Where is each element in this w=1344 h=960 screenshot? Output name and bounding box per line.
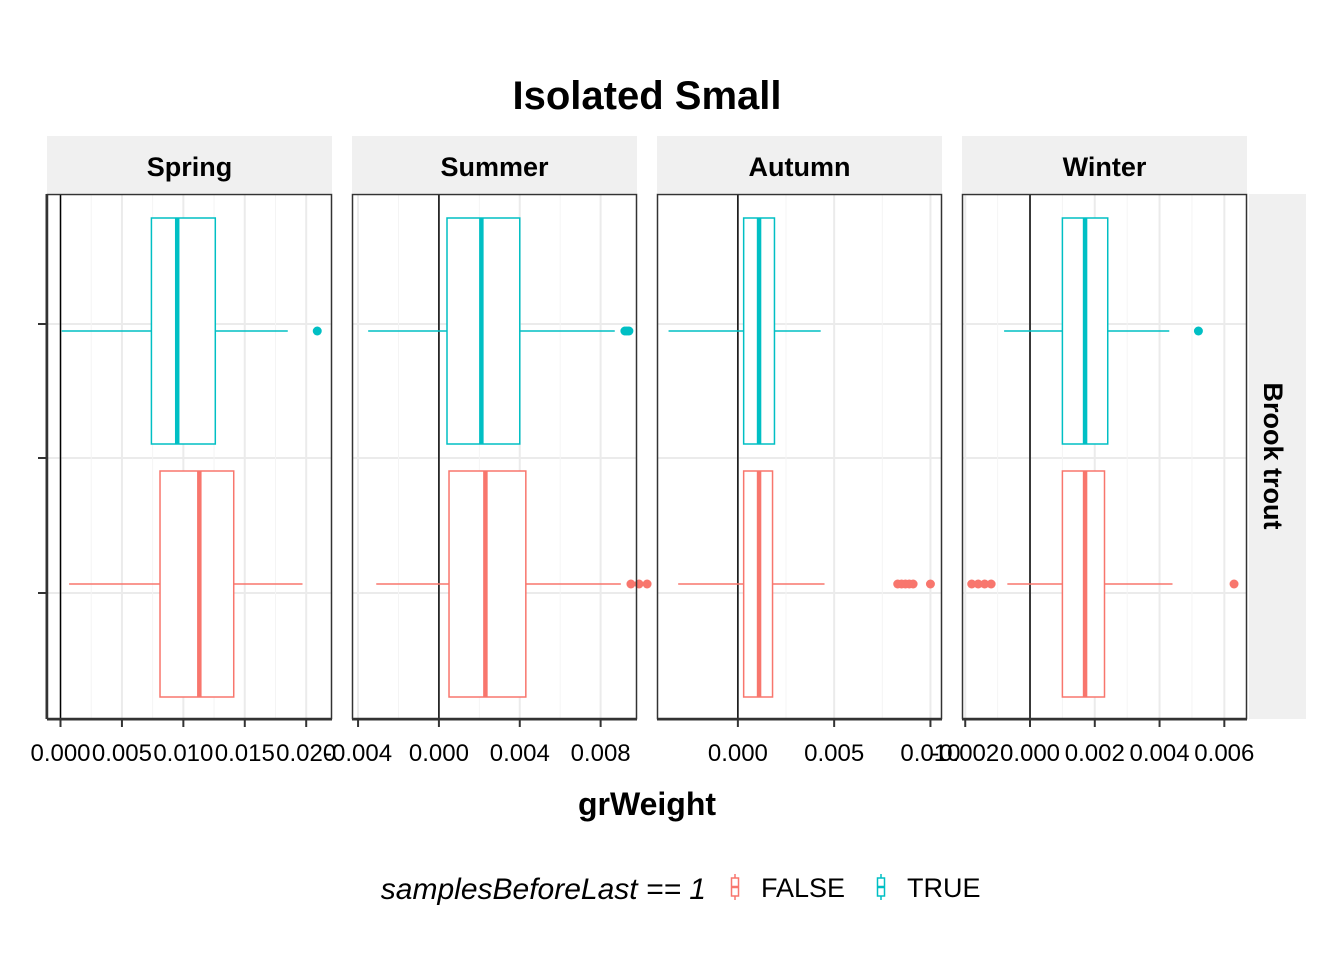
legend-label-true: TRUE (907, 873, 981, 903)
x-tick-label: 0.006 (1194, 740, 1254, 767)
row-strip-label: Brook trout (1258, 383, 1288, 530)
x-tick-label: 0.002 (1065, 740, 1125, 767)
box-body (150, 217, 217, 445)
x-tick-label: 0.000 (1000, 740, 1060, 767)
strip-label-spring: Spring (147, 152, 233, 182)
x-tick-label: 0.010 (153, 740, 213, 767)
panel-spring: Spring 0.000 0.005 0.010 0.015 0.020 (30, 136, 336, 767)
legend-label-false: FALSE (761, 873, 845, 903)
box-winter-false (967, 470, 1239, 698)
x-tick-label: 0.020 (276, 740, 336, 767)
legend-entry-false: FALSE (730, 873, 845, 903)
box-winter-true (1004, 217, 1203, 445)
legend-title: samplesBeforeLast == 1 (381, 873, 706, 906)
outlier-point (626, 579, 636, 589)
legend: samplesBeforeLast == 1 FALSE TRUE (381, 873, 981, 906)
x-tick-label: -0.004 (324, 740, 392, 767)
box-autumn-false (678, 470, 935, 698)
strip-label-autumn: Autumn (749, 152, 851, 182)
panel-autumn: Autumn 0.000 0.005 0.010 (656, 136, 960, 767)
box-autumn-true (668, 217, 821, 445)
panel-winter: Winter -0.002 0.000 0.002 0.004 0.006 (931, 136, 1254, 767)
strip-summer-background (352, 136, 637, 193)
strip-autumn-background (657, 136, 942, 193)
box-spring-true (61, 217, 322, 445)
x-axis-title: grWeight (578, 786, 716, 822)
outlier-point (624, 326, 634, 336)
strip-winter-background (962, 136, 1247, 193)
x-tick-label: 0.004 (490, 740, 550, 767)
panel-summer: Summer -0.004 0.000 0.004 0.008 (324, 136, 652, 767)
x-tick-label: 0.004 (1130, 740, 1190, 767)
row-strip-background (1249, 194, 1306, 719)
box-summer-false (376, 470, 652, 698)
box-summer-true (368, 217, 634, 445)
x-tick-label: 0.010 (900, 740, 960, 767)
outlier-point (986, 579, 996, 589)
strip-spring-background (47, 136, 332, 193)
outlier-point (925, 579, 935, 589)
outlier-point (1229, 579, 1239, 589)
x-tick-label: 0.000 (708, 740, 768, 767)
strip-label-summer: Summer (440, 152, 549, 182)
legend-entry-true: TRUE (876, 873, 981, 903)
x-tick-label: 0.015 (215, 740, 275, 767)
x-tick-label: 0.005 (804, 740, 864, 767)
legend-key-true-icon (876, 874, 886, 900)
outlier-point (967, 579, 977, 589)
box-body (159, 470, 235, 698)
x-tick-label: -0.002 (931, 740, 999, 767)
legend-key-false-icon (730, 874, 740, 900)
outlier-point (312, 326, 322, 336)
outlier-point (1193, 326, 1203, 336)
outlier-point (973, 579, 983, 589)
outlier-point (908, 579, 918, 589)
outlier-point (980, 579, 990, 589)
x-tick-label: 0.000 (30, 740, 90, 767)
strip-label-winter: Winter (1063, 152, 1147, 182)
x-tick-label: 0.005 (92, 740, 152, 767)
x-tick-label: 0.000 (409, 740, 469, 767)
chart-title: Isolated Small (513, 74, 782, 118)
box-spring-false (69, 470, 303, 698)
x-tick-label: 0.008 (571, 740, 631, 767)
outlier-point (642, 579, 652, 589)
